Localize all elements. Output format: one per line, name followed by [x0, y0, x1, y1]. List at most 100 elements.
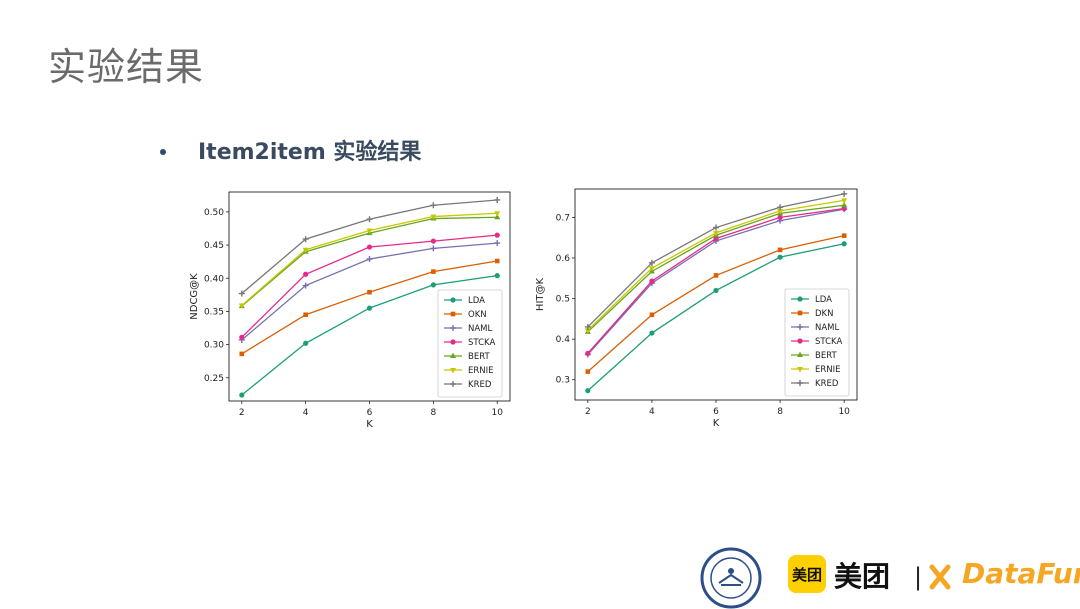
y-tick-label: 0.6 — [556, 254, 571, 264]
series-point — [584, 328, 591, 334]
legend-label: ERNIE — [468, 366, 494, 376]
legend-label: STCKA — [468, 338, 495, 348]
series-point — [450, 368, 456, 374]
series-point — [450, 339, 456, 345]
legend-label: STCKA — [815, 337, 842, 347]
x-axis-label: K — [366, 419, 373, 430]
series-point — [713, 230, 719, 237]
series-point — [648, 266, 655, 272]
series-point — [303, 340, 309, 346]
series-point — [585, 369, 591, 374]
legend-label: ERNIE — [815, 365, 841, 375]
slide-title: 实验结果 — [48, 45, 205, 89]
hit-chart-svg: 2 4 6 8 10 0.3 0.4 0.5 0.6 0.7 K HIT@K LDA DKN NAML STC… — [535, 188, 858, 429]
series-ernie — [584, 198, 848, 334]
x-tick-label: 8 — [777, 407, 783, 417]
series-point — [366, 256, 373, 263]
series-point — [649, 330, 655, 336]
series-point — [777, 254, 783, 260]
series-point — [797, 380, 803, 386]
series-point — [494, 232, 500, 238]
y-tick-label: 0.40 — [204, 274, 224, 284]
bullet-dot — [160, 149, 166, 155]
series-point — [713, 273, 719, 278]
series-point — [648, 259, 655, 266]
series-lda — [239, 273, 500, 398]
series-point — [450, 297, 456, 303]
ndcg-chart: 2 4 6 8 10 0.25 0.30 0.35 0.40 0.45 0.50 K NDCG@K LDA… — [180, 183, 520, 438]
series-point — [797, 367, 803, 373]
datafun-mark-icon — [929, 564, 951, 590]
x-tick-label: 6 — [367, 408, 373, 418]
series-point — [841, 233, 847, 238]
bullet-item: Item2item 实验结果 — [160, 134, 421, 166]
legend-label: OKN — [468, 310, 487, 320]
university-seal-icon — [700, 547, 762, 609]
x-tick-label: 8 — [430, 408, 436, 418]
x-tick-label: 10 — [838, 407, 850, 417]
series-point — [494, 196, 501, 203]
series-point — [239, 351, 245, 357]
footer-logos: 美团 美团 | DataFun. — [700, 545, 1080, 609]
series-point — [494, 211, 501, 217]
x-tick-label: 4 — [649, 407, 655, 417]
series-point — [585, 350, 591, 356]
series-point — [713, 224, 719, 231]
y-axis-label: HIT@K — [535, 277, 546, 311]
series-point — [713, 287, 719, 294]
series-kred — [238, 196, 501, 297]
legend-label: KRED — [468, 380, 492, 390]
x-tick-label: 4 — [303, 408, 309, 418]
series-stcka — [239, 232, 500, 340]
series-point — [430, 214, 437, 220]
x-tick-label: 6 — [713, 407, 719, 417]
series-point — [841, 190, 848, 197]
x-axis-label: K — [713, 418, 720, 429]
series-point — [238, 290, 245, 297]
series-point — [431, 269, 436, 274]
y-axis-label: NDCG@K — [189, 273, 200, 320]
series-point — [303, 271, 309, 277]
y-tick-label: 0.4 — [556, 335, 571, 345]
series-point — [777, 247, 783, 253]
series-lda — [585, 241, 847, 394]
legend-label: NAML — [468, 324, 493, 334]
series-point — [366, 216, 373, 223]
series-point — [841, 241, 847, 247]
series-point — [777, 208, 784, 215]
series-point — [797, 351, 803, 357]
series-ernie — [238, 211, 501, 309]
series-point — [239, 392, 245, 398]
y-tick-label: 0.7 — [556, 213, 570, 223]
y-tick-label: 0.3 — [556, 376, 570, 386]
series-point — [239, 334, 245, 340]
series-point — [494, 273, 500, 279]
bullet-text: Item2item 实验结果 — [198, 140, 422, 165]
y-tick-label: 0.45 — [204, 241, 224, 251]
series-point — [238, 303, 245, 309]
legend-label: LDA — [815, 295, 832, 305]
y-tick-label: 0.25 — [204, 374, 224, 384]
series-point — [430, 238, 436, 244]
x-tick-label: 2 — [239, 408, 245, 418]
series-point — [649, 278, 655, 284]
series-point — [366, 244, 373, 250]
series-okn — [239, 258, 500, 357]
series-point — [450, 352, 456, 358]
series-point — [777, 214, 783, 221]
series-point — [450, 381, 456, 387]
legend-label: LDA — [468, 296, 485, 306]
series-kred — [584, 190, 848, 330]
series-point — [797, 296, 803, 302]
series-point — [494, 258, 500, 264]
x-tick-label: 10 — [492, 408, 504, 418]
y-tick-label: 0.50 — [204, 208, 224, 218]
meituan-logo: 美团 — [788, 555, 826, 593]
series-point — [584, 323, 591, 330]
y-tick-label: 0.35 — [204, 307, 224, 317]
series-point — [797, 324, 803, 330]
series-point — [450, 325, 456, 331]
series-point — [302, 282, 309, 289]
x-tick-label: 2 — [585, 407, 591, 417]
series-point — [841, 198, 848, 204]
